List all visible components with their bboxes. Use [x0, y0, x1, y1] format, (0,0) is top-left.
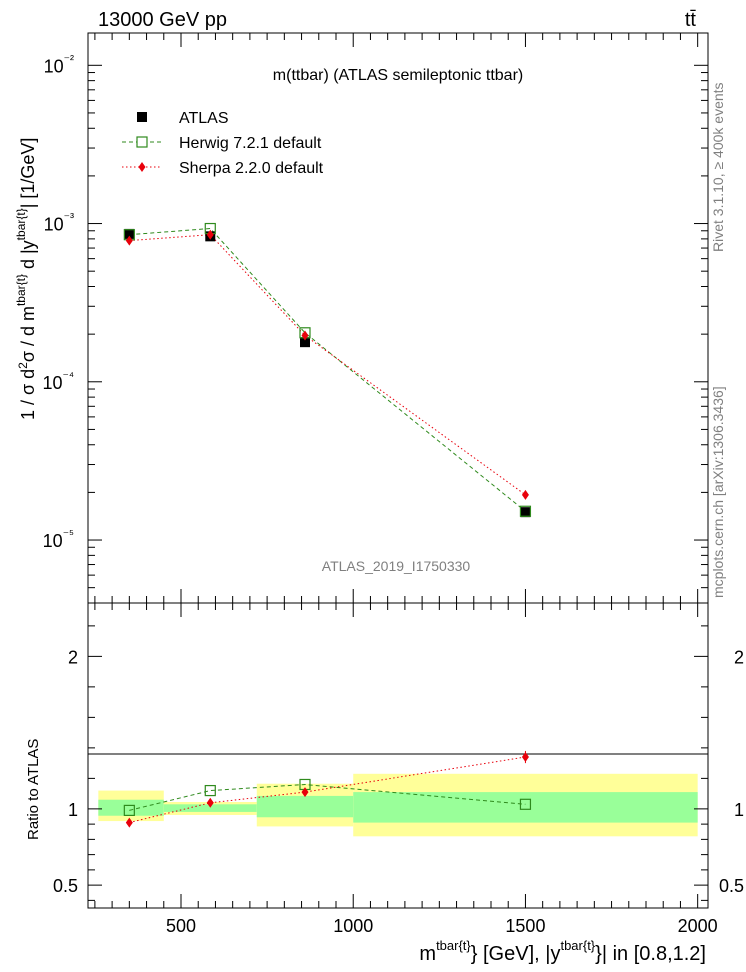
legend-marker-sherpa: [138, 162, 146, 172]
energy-label: 13000 GeV pp: [98, 9, 227, 31]
ratio-panel: 0.5 0.5 1 1 2 2 500 1000 1500 2000: [53, 602, 744, 936]
main-panel: m(ttbar) (ATLAS semileptonic ttbar) ATLA…: [42, 32, 709, 604]
ratio-y-tick-label-right: 0.5: [719, 876, 744, 896]
ratio-sherpa-point: [206, 797, 214, 808]
rivet-label: Rivet 3.1.10, ≥ 400k events: [710, 82, 726, 252]
x-tick-label: 500: [166, 916, 196, 936]
atlas-point: [124, 228, 135, 239]
main-y-axis-label: 1 / σ d2σ / d mtbar{t} d |ytbar{t}| [1/G…: [14, 138, 38, 420]
x-tick-label: 2000: [678, 916, 718, 936]
ratio-herwig-point: [519, 798, 532, 810]
ratio-herwig-point: [123, 804, 135, 817]
analysis-watermark: ATLAS_2019_I1750330: [322, 558, 471, 574]
ratio-ticks: [88, 603, 708, 908]
ratio-band-green: [353, 792, 698, 823]
x-axis-label: mtbar{t}} [GeV], |ytbar{t}}| in [0.8,1.2…: [419, 938, 706, 965]
main-y-tick-label: 10⁻⁴: [42, 369, 74, 393]
ratio-sherpa-point: [301, 787, 309, 798]
x-tick-label: 1000: [333, 916, 373, 936]
ratio-herwig-point: [204, 784, 216, 797]
sherpa-point: [125, 235, 133, 246]
ratio-y-axis-label: Ratio to ATLAS: [25, 739, 42, 840]
main-y-tick-label: 10⁻⁵: [43, 527, 74, 551]
legend: ATLAS Herwig 7.2.1 default Sherpa 2.2.0 de…: [122, 110, 324, 177]
sherpa-point: [301, 330, 309, 341]
sherpa-point: [206, 229, 214, 240]
legend-label: Herwig 7.2.1 default: [179, 135, 322, 152]
ratio-points: [123, 750, 532, 828]
ratio-bands: [98, 773, 698, 837]
ratio-y-tick-label: 1: [68, 800, 78, 820]
ratio-y-tick-label: 2: [68, 647, 78, 667]
ratio-sherpa-point: [521, 752, 529, 763]
main-y-tick-label: 10⁻³: [44, 211, 74, 235]
herwig-point: [519, 505, 532, 517]
legend-label: ATLAS: [179, 110, 229, 127]
series-line-1: [129, 227, 526, 512]
legend-marker-herwig: [136, 136, 148, 148]
ratio-tick-labels: 0.5 0.5 1 1 2 2 500 1000 1500 2000: [53, 647, 744, 936]
ratio-y-tick-label: 0.5: [53, 876, 78, 896]
legend-marker-atlas: [137, 112, 147, 122]
ratio-band-green: [163, 804, 257, 812]
series-line-2: [129, 234, 526, 496]
main-ticks: [88, 33, 708, 604]
ratio-line-0: [129, 783, 526, 811]
main-y-tick-label: 10⁻²: [44, 52, 74, 76]
ratio-y-tick-label-right: 1: [734, 800, 744, 820]
x-tick-label: 1500: [505, 916, 545, 936]
ratio-frame: [87, 602, 709, 909]
ratio-band-green: [98, 799, 164, 816]
legend-label: Sherpa 2.2.0 default: [179, 160, 324, 177]
ratio-y-tick-label-right: 2: [734, 647, 744, 667]
sherpa-point: [521, 489, 529, 500]
main-points: [123, 222, 532, 518]
mcplots-label: mcplots.cern.ch [arXiv:1306.3436]: [710, 386, 726, 598]
main-lines: [129, 227, 526, 512]
y-tick-labels: 10⁻² 10⁻³ 10⁻⁴ 10⁻⁵: [42, 52, 74, 551]
atlas-point: [300, 337, 310, 348]
ratio-lines: [129, 756, 526, 824]
ratio-band-green: [256, 795, 354, 818]
main-title: m(ttbar) (ATLAS semileptonic ttbar): [273, 67, 523, 84]
atlas-point: [520, 507, 531, 518]
process-label: tt̄: [685, 9, 697, 31]
ratio-sherpa-point: [125, 817, 133, 828]
